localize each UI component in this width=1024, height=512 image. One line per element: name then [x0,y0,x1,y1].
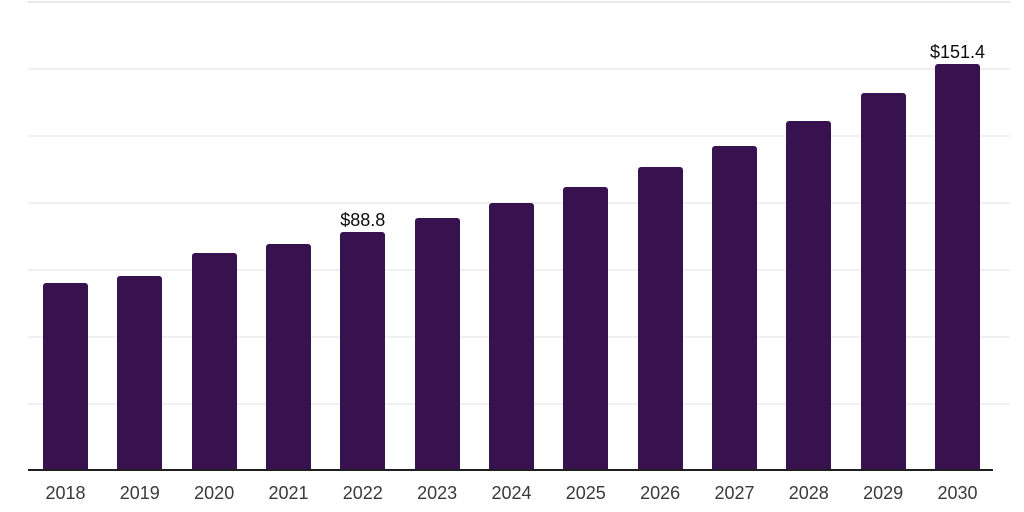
bar-2027 [712,145,757,470]
x-tick-label-2020: 2020 [194,483,235,503]
bar-2025 [563,186,609,470]
x-tick-label-2019: 2019 [119,483,160,503]
bar-2030 [935,64,980,470]
data-label-2022: $88.8 [340,209,386,230]
x-tick-label-2023: 2023 [417,483,458,503]
gridline [28,1,1010,3]
gridline [28,135,1010,137]
data-label-2030: $151.4 [929,42,986,62]
x-tick-label-2018: 2018 [45,483,86,503]
x-tick-label-2021: 2021 [268,483,309,503]
bar-2019 [117,276,163,470]
bar-2022 [340,231,386,470]
x-tick-label-2030: 2030 [937,483,978,503]
bar-2023 [414,218,460,470]
bar-2018 [43,283,88,470]
x-tick-label-2027: 2027 [714,483,755,503]
gridline [28,202,1010,204]
x-axis-line [28,469,993,471]
x-tick-label-2025: 2025 [565,483,606,503]
x-tick-label-2028: 2028 [788,483,829,503]
bar-2024 [489,203,534,470]
x-tick-label-2029: 2029 [863,483,904,503]
bar-2020 [191,253,237,470]
gridline [28,68,1010,70]
bar-2021 [266,243,311,470]
bar-2029 [860,93,906,470]
bar-2028 [786,120,832,470]
x-tick-label-2026: 2026 [640,483,681,503]
x-tick-label-2024: 2024 [491,483,532,503]
bar-2026 [637,167,683,470]
x-tick-label-2022: 2022 [342,483,383,503]
